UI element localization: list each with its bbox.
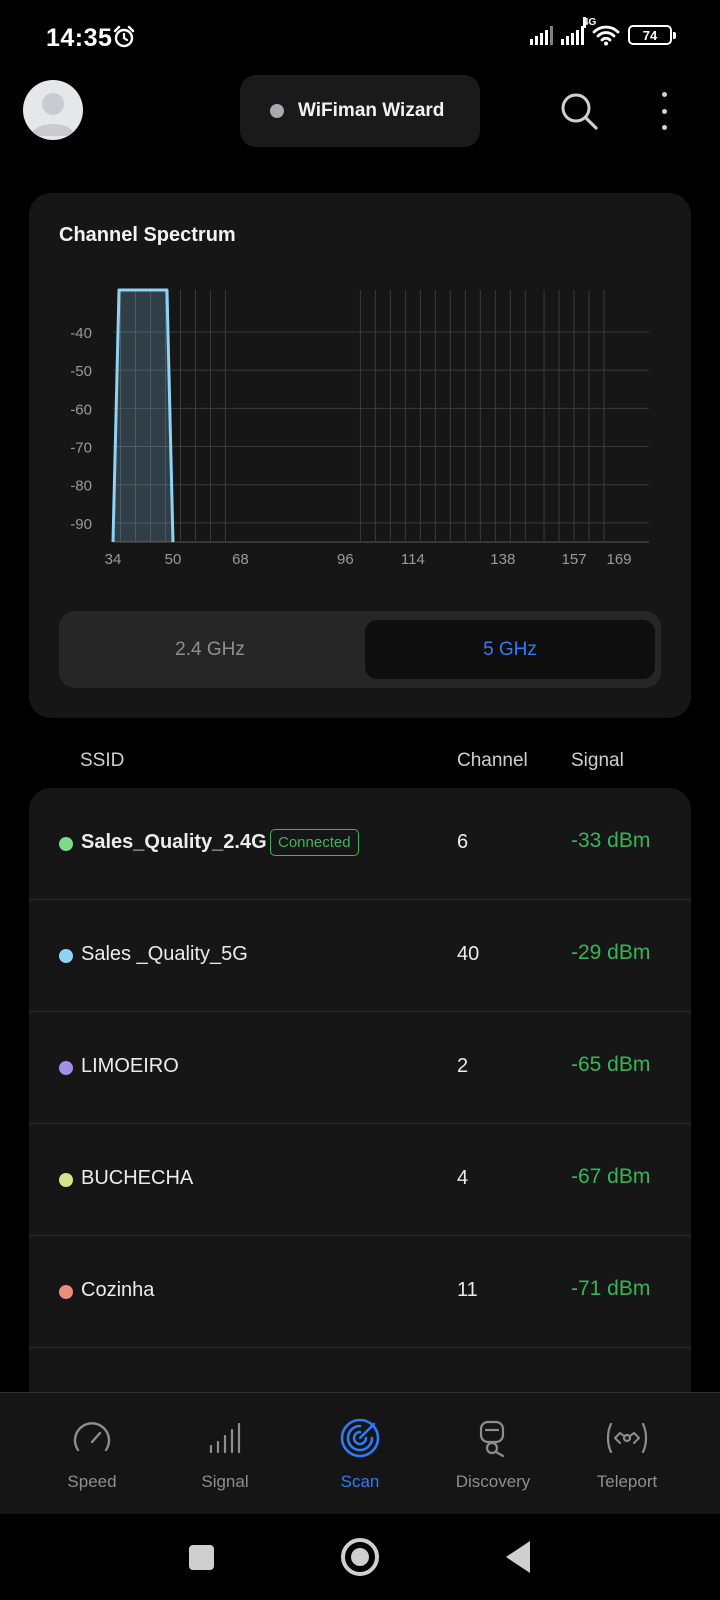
status-time: 14:35: [46, 24, 113, 52]
network-color-dot: [59, 1173, 73, 1187]
network-list-header: SSID Channel Signal: [0, 745, 720, 775]
scan-radar-icon: [340, 1418, 380, 1458]
network-signal: -67 dBm: [571, 1165, 651, 1188]
network-row[interactable]: LIMOEIRO 2 -65 dBm: [29, 1012, 691, 1124]
signal-bars-icon: [209, 1422, 241, 1454]
channel-spectrum-card: Channel Spectrum -40 -50 -60 -70 -80 -90 34 50…: [29, 193, 691, 718]
network-color-dot: [59, 837, 73, 851]
network-row[interactable]: Cozinha 11 -71 dBm: [29, 1236, 691, 1348]
y-tick-label: -40: [70, 325, 92, 342]
network-channel: 40: [457, 943, 480, 965]
status-dot-icon: [270, 104, 284, 118]
x-tick-label: 34: [105, 551, 122, 568]
x-tick-label: 114: [401, 551, 425, 568]
network-channel: 2: [457, 1055, 469, 1077]
header-ssid: SSID: [80, 750, 125, 771]
nav-label: Scan: [340, 1472, 380, 1491]
wifi-icon: [592, 25, 620, 46]
nav-teleport[interactable]: Teleport: [560, 1393, 694, 1515]
network-channel: 11: [457, 1279, 478, 1301]
network-color-dot: [59, 1285, 73, 1299]
y-tick-label: -70: [70, 440, 92, 457]
network-ssid: BUCHECHA: [81, 1167, 194, 1189]
network-ssid: Cozinha: [81, 1279, 155, 1301]
header-channel: Channel: [457, 750, 528, 771]
y-tick-label: -50: [70, 363, 92, 380]
avatar[interactable]: [23, 80, 83, 140]
spectrum-title: Channel Spectrum: [59, 224, 236, 246]
network-ssid: LIMOEIRO: [81, 1055, 179, 1077]
system-navigation-bar: [0, 1514, 720, 1600]
speed-gauge-icon: [73, 1422, 111, 1452]
network-row[interactable]: Sales _Quality_5G 40 -29 dBm: [29, 900, 691, 1012]
wizard-label: WiFiman Wizard: [298, 100, 445, 121]
network-signal: -71 dBm: [571, 1277, 651, 1300]
series-area: [113, 290, 173, 542]
x-tick-label: 96: [337, 551, 354, 568]
band-2g-button[interactable]: 2.4 GHz: [175, 638, 245, 660]
home-icon[interactable]: [341, 1538, 379, 1576]
battery-level: 74: [642, 27, 658, 43]
series-outline: [111, 288, 175, 543]
network-type-label: 4G: [583, 17, 597, 28]
x-tick-label: 50: [165, 551, 182, 568]
nav-speed[interactable]: Speed: [25, 1393, 159, 1515]
x-tick-label: 157: [562, 551, 587, 568]
x-tick-label: 138: [490, 551, 515, 568]
nav-label: Speed: [67, 1472, 117, 1491]
spectrum-chart: -40 -50 -60 -70 -80 -90 34 50 68 96 114 138 157 169: [70, 288, 649, 568]
band-toggle: 2.4 GHz 5 GHz: [59, 611, 661, 688]
network-row[interactable]: BUCHECHA 4 -67 dBm: [29, 1124, 691, 1236]
x-tick-label: 68: [232, 551, 249, 568]
alarm-icon: [113, 25, 135, 48]
network-list: Sales_Quality_2.4G Connected 6 -33 dBm S…: [29, 788, 691, 1400]
y-tick-label: -60: [70, 401, 92, 418]
network-signal: -65 dBm: [571, 1053, 651, 1076]
network-channel: 4: [457, 1167, 469, 1189]
status-bar: 14:35 4G 74: [0, 0, 720, 72]
x-tick-label: 169: [606, 551, 631, 568]
signal-4g-icon: 4G: [561, 17, 596, 45]
network-channel: 6: [457, 831, 469, 853]
bottom-navigation: Speed Signal Scan Discovery Teleport: [0, 1392, 720, 1514]
battery-icon: 74: [628, 25, 676, 45]
avatar-icon: [31, 93, 75, 136]
teleport-icon: [606, 1422, 648, 1454]
nav-label: Discovery: [455, 1472, 531, 1491]
header-signal: Signal: [571, 750, 624, 771]
more-vert-icon[interactable]: [654, 92, 674, 130]
discovery-icon: [479, 1420, 505, 1458]
network-ssid: Sales_Quality_2.4G: [81, 831, 267, 853]
y-tick-label: -80: [70, 478, 92, 495]
network-color-dot: [59, 1061, 73, 1075]
nav-label: Teleport: [596, 1472, 658, 1491]
network-color-dot: [59, 949, 73, 963]
nav-discovery[interactable]: Discovery: [426, 1393, 560, 1515]
back-icon[interactable]: [506, 1541, 530, 1573]
network-row[interactable]: Sales_Quality_2.4G Connected 6 -33 dBm: [29, 788, 691, 900]
nav-signal[interactable]: Signal: [158, 1393, 292, 1515]
y-tick-label: -90: [70, 516, 92, 533]
connected-badge: Connected: [270, 829, 359, 856]
wifiman-wizard-button[interactable]: WiFiman Wizard: [240, 75, 480, 147]
nav-scan[interactable]: Scan: [293, 1393, 427, 1515]
nav-label: Signal: [201, 1472, 249, 1491]
network-signal: -29 dBm: [571, 941, 651, 964]
network-ssid: Sales _Quality_5G: [81, 943, 248, 965]
search-icon[interactable]: [559, 91, 599, 131]
network-signal: -33 dBm: [571, 829, 651, 852]
signal-icon: [530, 25, 553, 45]
recents-icon[interactable]: [189, 1545, 214, 1570]
band-5g-button[interactable]: 5 GHz: [365, 620, 655, 679]
